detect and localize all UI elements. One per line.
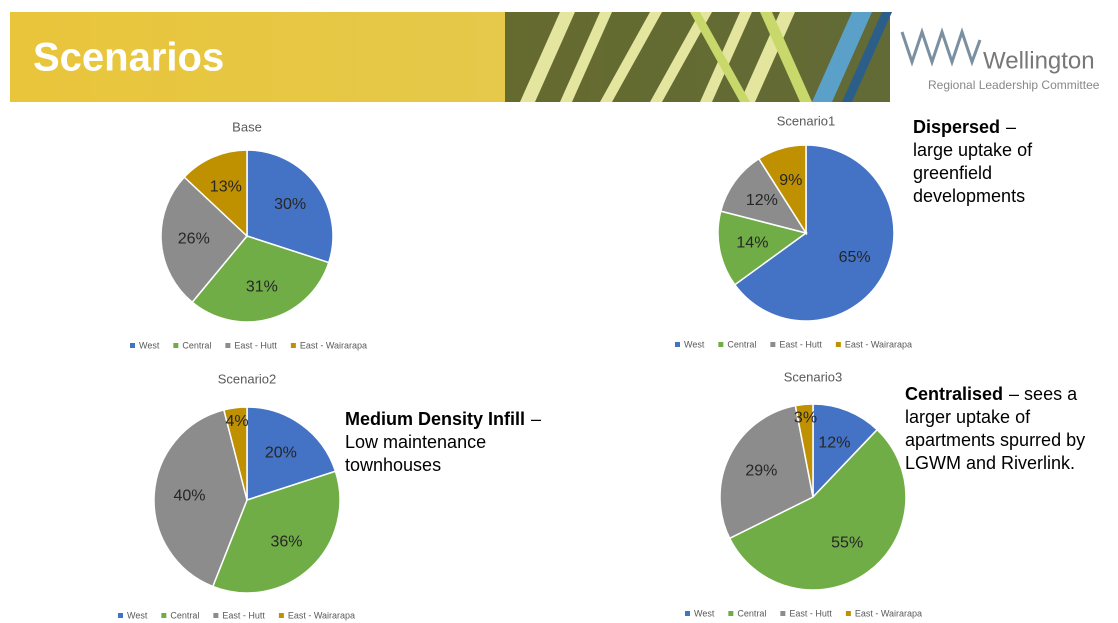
legend-label: East - Wairarapa — [300, 340, 367, 350]
annotation-line: – sees a — [1009, 384, 1078, 404]
pie-slice — [222, 406, 248, 501]
legend-label: West — [684, 339, 705, 349]
slide-title: Scenarios — [33, 36, 224, 80]
legend-swatch — [213, 613, 219, 618]
header-decoration — [505, 12, 892, 102]
pie-slice — [246, 406, 337, 502]
pie-slice — [160, 176, 249, 304]
data-label: 55% — [831, 535, 863, 552]
chart-title: Scenario3 — [784, 369, 843, 384]
annotation-line: large uptake of — [913, 140, 1033, 160]
legend-swatch — [118, 613, 123, 618]
logo-subtitle: Regional Leadership Committee — [928, 78, 1100, 92]
legend-swatch — [718, 342, 724, 347]
annotation-line: Low maintenance — [345, 432, 486, 452]
legend-swatch — [770, 342, 776, 347]
annotation-line: LGWM and Riverlink. — [905, 453, 1075, 473]
chart-title: Scenario2 — [218, 371, 277, 386]
legend-swatch — [728, 611, 734, 616]
pie-slice — [183, 149, 248, 238]
annotation-line: – — [1006, 117, 1016, 137]
data-label: 36% — [270, 533, 302, 550]
legend-swatch — [290, 343, 296, 348]
annotation-line: developments — [913, 186, 1025, 206]
data-label: 40% — [173, 488, 205, 505]
chart-title: Base — [232, 119, 262, 134]
data-label: 13% — [210, 178, 242, 195]
legend-label: Central — [727, 339, 756, 349]
legend-label: East - Hutt — [779, 339, 822, 349]
legend-swatch — [675, 342, 680, 347]
pie-slice — [728, 428, 907, 591]
logo-name: Wellington — [983, 47, 1095, 74]
data-label: 4% — [226, 413, 249, 430]
pie-slice — [191, 235, 330, 323]
pie-slice — [246, 149, 334, 264]
legend-label: East - Wairarapa — [288, 610, 355, 620]
pie-slice — [719, 157, 808, 235]
legend-label: Central — [737, 608, 766, 618]
data-label: 30% — [274, 196, 306, 213]
pie-slice — [733, 144, 895, 322]
data-label: 20% — [265, 445, 297, 462]
annotation-line: – — [531, 409, 541, 429]
annotation-line: townhouses — [345, 455, 441, 475]
pie-slice — [794, 403, 814, 498]
legend-swatch — [845, 611, 851, 616]
chart-title: Scenario1 — [777, 113, 836, 128]
pie-slice — [812, 403, 879, 499]
legend-swatch — [278, 613, 284, 618]
legend-label: West — [139, 340, 160, 350]
data-label: 65% — [839, 249, 871, 266]
logo-icon — [900, 27, 982, 67]
legend-label: East - Hutt — [789, 608, 832, 618]
annotation-bold: Dispersed — [913, 117, 1000, 137]
legend-label: Central — [182, 340, 211, 350]
legend-swatch — [835, 342, 841, 347]
data-label: 12% — [818, 435, 850, 452]
data-label: 26% — [178, 231, 210, 248]
data-label: 9% — [779, 172, 802, 189]
legend-swatch — [225, 343, 231, 348]
legend-swatch — [130, 343, 135, 348]
annotation-bold: Centralised — [905, 384, 1003, 404]
annotation-line: greenfield — [913, 163, 992, 183]
annotation-line: apartments spurred by — [905, 430, 1085, 450]
legend-label: East - Wairarapa — [845, 339, 912, 349]
legend-swatch — [161, 613, 167, 618]
legend-swatch — [685, 611, 690, 616]
pie-slice — [211, 470, 341, 594]
data-label: 14% — [736, 234, 768, 251]
data-label: 3% — [794, 410, 817, 427]
legend-label: East - Hutt — [234, 340, 277, 350]
data-label: 29% — [745, 463, 777, 480]
pie-slice — [719, 404, 814, 540]
legend-label: East - Hutt — [222, 610, 265, 620]
legend-label: West — [694, 608, 715, 618]
pie-slice — [717, 210, 808, 286]
legend-label: West — [127, 610, 148, 620]
pie-slice — [153, 409, 248, 588]
pie-slice — [757, 144, 807, 236]
annotation-line: larger uptake of — [905, 407, 1031, 427]
annotation-bold: Medium Density Infill — [345, 409, 525, 429]
data-label: 12% — [746, 192, 778, 209]
data-label: 31% — [246, 278, 278, 295]
legend-swatch — [173, 343, 179, 348]
legend-swatch — [780, 611, 786, 616]
legend-label: East - Wairarapa — [855, 608, 922, 618]
legend-label: Central — [170, 610, 199, 620]
